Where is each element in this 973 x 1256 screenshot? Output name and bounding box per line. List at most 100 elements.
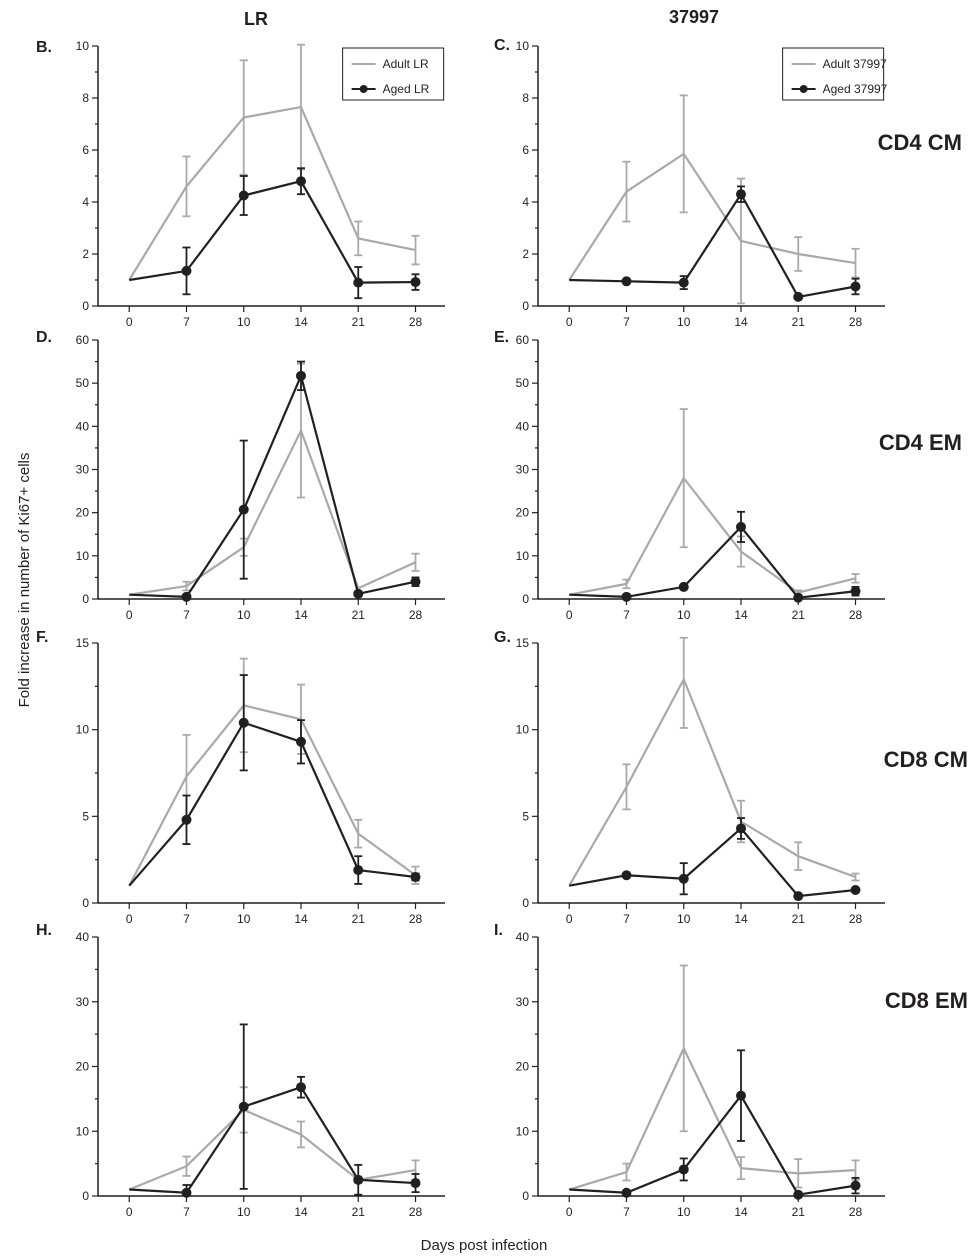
y-tick-label: 10 — [76, 39, 90, 53]
y-tick-label: 60 — [516, 333, 530, 347]
series-adult — [128, 657, 420, 887]
y-tick-label: 20 — [516, 1060, 530, 1074]
y-tick-label: 10 — [76, 1124, 90, 1138]
x-tick-label: 7 — [183, 315, 190, 329]
x-tick-label: 7 — [623, 912, 630, 926]
series-aged — [129, 360, 421, 602]
panel-label-g: G. — [494, 629, 511, 646]
series-aged — [128, 674, 421, 887]
x-tick-label: 7 — [623, 608, 630, 622]
panel-label-h: H. — [36, 922, 52, 939]
adult-line — [128, 1108, 416, 1191]
x-tick-label: 7 — [183, 912, 190, 926]
aged-point — [238, 504, 249, 515]
aged-point — [735, 189, 746, 200]
aged-point — [735, 1090, 746, 1101]
x-tick-label: 28 — [849, 1205, 863, 1219]
row-title-cd4-cm: CD4 CM — [878, 130, 962, 155]
aged-point — [295, 1082, 306, 1093]
y-tick-label: 4 — [522, 195, 529, 209]
aged-point — [621, 1187, 632, 1198]
aged-line — [129, 1085, 416, 1194]
y-tick-label: 5 — [82, 809, 89, 823]
y-tick-label: 6 — [522, 143, 529, 157]
y-tick-label: 30 — [76, 995, 90, 1009]
series-adult — [568, 964, 860, 1191]
x-tick-label: 10 — [677, 1205, 691, 1219]
y-tick-label: 0 — [82, 896, 89, 910]
x-tick-label: 7 — [183, 1205, 190, 1219]
adult-line — [568, 152, 856, 281]
adult-line — [129, 427, 416, 596]
aged-line — [129, 179, 416, 284]
x-tick-label: 21 — [352, 912, 366, 926]
aged-point — [678, 581, 689, 592]
x-tick-label: 14 — [734, 315, 748, 329]
legend-box — [782, 47, 885, 101]
aged-line — [569, 1093, 856, 1196]
row-title-cd8-em: CD8 EM — [885, 988, 968, 1013]
aged-point — [850, 281, 861, 292]
x-tick-label: 0 — [126, 608, 133, 622]
y-tick-label: 40 — [76, 419, 90, 433]
legend-label-aged: Aged 37997 — [823, 82, 888, 96]
aged-point — [410, 277, 421, 288]
aged-point — [735, 823, 746, 834]
y-tick-label: 15 — [516, 636, 530, 650]
x-tick-label: 14 — [734, 1205, 748, 1219]
series-adult — [128, 43, 420, 281]
aged-line — [129, 372, 416, 598]
aged-point — [793, 592, 804, 603]
series-adult — [569, 408, 860, 596]
aged-point — [850, 885, 861, 895]
aged-point — [181, 265, 192, 276]
legend-label-adult: Adult LR — [383, 57, 429, 71]
x-tick-label: 21 — [792, 912, 806, 926]
y-tick-label: 40 — [76, 930, 90, 944]
y-tick-label: 0 — [522, 1189, 529, 1203]
aged-point — [793, 291, 804, 302]
series-aged — [569, 1049, 861, 1200]
aged-point — [850, 1180, 861, 1191]
x-tick-label: 28 — [409, 608, 423, 622]
y-tick-label: 2 — [82, 247, 89, 261]
y-tick-label: 10 — [76, 723, 90, 737]
y-tick-label: 0 — [522, 592, 529, 606]
legend-marker — [799, 85, 808, 93]
x-tick-label: 10 — [237, 315, 251, 329]
panel-e: E. 0 10 20 30 40 50 60 0 7 10 14 21 28 — [494, 329, 885, 622]
x-tick-label: 21 — [792, 608, 806, 622]
x-tick-label: 10 — [237, 608, 251, 622]
y-tick-label: 0 — [522, 896, 529, 910]
aged-point — [678, 873, 689, 884]
aged-line — [569, 192, 856, 299]
legend-label-aged: Aged LR — [383, 82, 430, 96]
aged-point — [410, 1178, 421, 1189]
series-adult — [568, 636, 860, 887]
aged-point — [181, 814, 192, 825]
panel-label-c: C. — [494, 37, 510, 54]
series-adult — [568, 94, 860, 305]
aged-point — [295, 370, 306, 381]
x-tick-label: 0 — [566, 608, 573, 622]
aged-point — [793, 891, 804, 902]
column-title-37997: 37997 — [669, 7, 719, 27]
legend-box — [342, 47, 445, 101]
y-tick-label: 20 — [516, 506, 530, 520]
aged-line — [569, 826, 856, 898]
series-aged — [129, 1023, 421, 1198]
x-tick-label: 28 — [849, 608, 863, 622]
y-tick-label: 50 — [76, 376, 90, 390]
y-tick-label: 40 — [516, 419, 530, 433]
legend: Adult LR Aged LR — [342, 47, 445, 101]
x-tick-label: 7 — [623, 315, 630, 329]
x-tick-label: 21 — [352, 1205, 366, 1219]
aged-point — [735, 521, 746, 532]
aged-point — [295, 736, 306, 747]
column-title-lr: LR — [244, 9, 268, 29]
row-title-cd8-cm: CD8 CM — [884, 747, 968, 772]
panel-f: F. 0 5 10 15 0 7 10 14 21 28 — [36, 629, 445, 926]
legend: Adult 37997 Aged 37997 — [782, 47, 888, 101]
y-tick-label: 10 — [516, 549, 530, 563]
